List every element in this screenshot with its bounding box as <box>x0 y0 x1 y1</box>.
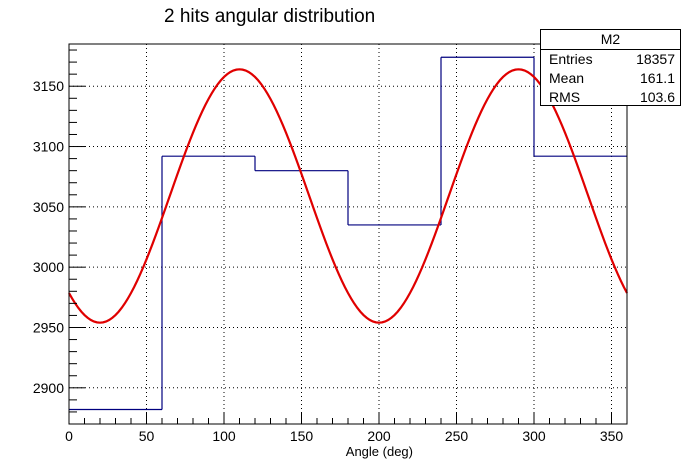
stats-label: Entries <box>549 51 593 67</box>
x-tick-label: 0 <box>65 428 73 444</box>
x-tick-label: 150 <box>290 428 314 444</box>
x-tick-label: 250 <box>445 428 469 444</box>
x-tick-label: 100 <box>212 428 236 444</box>
stats-box: M2 Entries 18357 Mean 161.1 RMS 103.6 <box>540 29 681 106</box>
grid-lines <box>68 44 627 424</box>
x-tick-label: 300 <box>522 428 546 444</box>
chart-title: 2 hits angular distribution <box>164 6 376 27</box>
histogram-series <box>69 56 627 411</box>
fit-curve <box>68 68 628 324</box>
stats-value: 103.6 <box>639 89 675 105</box>
tick-labels: 0 50 100 150 200 250 300 350 2900 2950 3000 3050 310… <box>33 78 624 444</box>
stats-value: 18357 <box>636 51 675 67</box>
y-tick-label: 3050 <box>33 199 64 215</box>
y-tick-label: 2900 <box>33 380 64 396</box>
stats-row-mean: Mean 161.1 <box>541 69 680 88</box>
y-tick-label: 3100 <box>33 139 64 155</box>
stats-row-entries: Entries 18357 <box>541 50 680 69</box>
fit-curve-series <box>68 68 628 324</box>
stats-box-name: M2 <box>541 30 680 50</box>
y-tick-label: 3150 <box>33 78 64 94</box>
x-axis-label: Angle (deg) <box>346 444 413 459</box>
stats-value: 161.1 <box>639 70 675 86</box>
y-tick-label: 3000 <box>33 259 64 275</box>
x-tick-label: 350 <box>600 428 624 444</box>
axis-ticks <box>68 49 628 424</box>
y-tick-label: 2950 <box>33 319 64 335</box>
stats-row-rms: RMS 103.6 <box>541 88 680 107</box>
x-tick-label: 200 <box>367 428 391 444</box>
x-tick-label: 50 <box>139 428 155 444</box>
stats-label: RMS <box>549 89 581 105</box>
stats-label: Mean <box>549 70 585 86</box>
